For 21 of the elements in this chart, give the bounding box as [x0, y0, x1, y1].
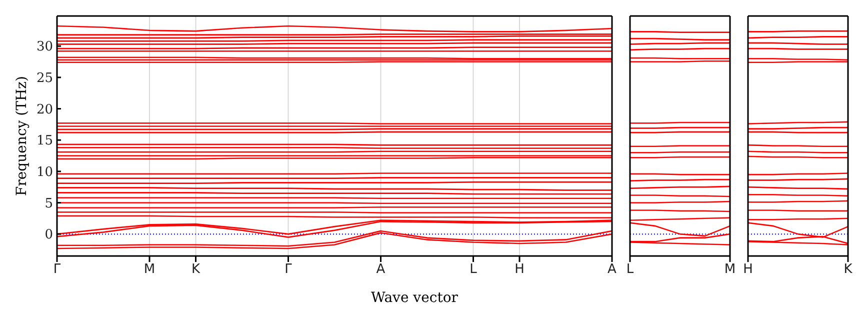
x-tick-label: H [514, 262, 524, 278]
y-tick-label: 30 [36, 40, 53, 55]
y-tick-label: 10 [36, 165, 53, 180]
x-tick-label: L [626, 262, 634, 278]
x-tick-label: L [470, 262, 478, 278]
x-axis-title: Wave vector [371, 290, 458, 306]
x-tick-label: M [724, 262, 736, 278]
y-tick-label: 25 [36, 71, 53, 86]
x-tick-label: Γ [284, 262, 293, 278]
x-tick-label: K [844, 262, 853, 278]
y-tick-label: 15 [36, 134, 53, 149]
x-tick-label: M [144, 262, 156, 278]
y-axis-title: Frequency (THz) [14, 76, 30, 196]
x-tick-label: K [191, 262, 200, 278]
x-tick-label: H [743, 262, 753, 278]
y-tick-label: 0 [44, 228, 53, 243]
x-tick-label: A [608, 262, 617, 278]
x-tick-label: A [376, 262, 386, 278]
y-tick-label: 20 [36, 102, 53, 118]
y-tick-label: 5 [44, 196, 53, 212]
x-tick-label: Γ [53, 262, 62, 278]
